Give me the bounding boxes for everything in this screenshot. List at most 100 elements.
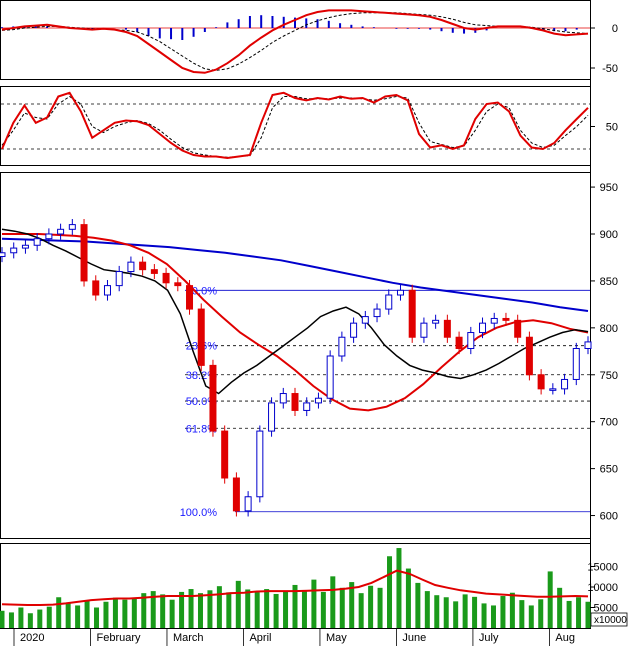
volume-bar (27, 613, 33, 628)
volume-bar (216, 586, 222, 628)
candle-body (127, 261, 135, 273)
volume-bar (283, 591, 289, 628)
x-axis-label: June (402, 632, 426, 644)
volume-bar (349, 582, 355, 628)
panel-frames (0, 0, 591, 629)
volume-bar (320, 591, 326, 628)
moving-average-fast (1, 228, 589, 395)
candle-body (303, 402, 311, 411)
volume-bar (245, 589, 251, 628)
volume-moving-average (1, 569, 589, 606)
volume-bar (84, 600, 90, 628)
volume-bar (75, 605, 81, 628)
candle-body (268, 402, 276, 432)
volume-bar (547, 571, 553, 628)
moving-average-slow (1, 237, 589, 312)
candle-body (139, 261, 147, 271)
candle-body (279, 393, 287, 404)
volume-bar (122, 599, 128, 628)
candle-body (221, 430, 229, 479)
volume-bar (330, 576, 336, 628)
candle-body (561, 378, 569, 390)
price-tick-label: 700 (600, 417, 618, 429)
volume-tick-label: 15000 (587, 562, 618, 574)
volume-bar (179, 591, 185, 628)
volume-bar (490, 605, 496, 628)
stochastic-tick-label: 50 (606, 122, 618, 134)
volume-unit-label: x10000 (594, 615, 627, 626)
candle-body (584, 341, 592, 349)
price-tick-label: 800 (600, 323, 618, 335)
volume-bar (538, 599, 544, 628)
volume-bar (339, 587, 345, 628)
volume-bar (453, 601, 459, 628)
volume-tick-label: 5000 (594, 603, 618, 615)
candle-body (68, 224, 76, 230)
volume-bar (273, 593, 279, 628)
candle-body (256, 430, 264, 498)
candle-body (408, 289, 416, 338)
candle-body (490, 317, 498, 324)
candle-body (0, 252, 6, 258)
price-tick-label: 600 (600, 511, 618, 523)
candle-body (432, 319, 440, 324)
volume-bar (94, 607, 100, 628)
volume-bar (585, 601, 591, 628)
volume-tick-label: 10000 (587, 582, 618, 594)
volume-bar (311, 579, 317, 628)
candle-body (162, 272, 170, 284)
volume-bar (434, 595, 440, 628)
candle-body (209, 364, 217, 432)
volume-bar (160, 594, 166, 628)
volume-bar (131, 598, 137, 628)
volume-bar (405, 568, 411, 628)
x-axis-label: April (249, 632, 271, 644)
price-tick-label: 900 (600, 229, 618, 241)
candle-body (373, 308, 381, 318)
volume-bar (197, 593, 203, 628)
volume-bar (576, 597, 582, 628)
x-axis-label: February (96, 632, 141, 644)
volume-bar (443, 597, 449, 628)
volume-bar (141, 593, 147, 628)
price-tick-label: 650 (600, 464, 618, 476)
macd-tick-label: 0 (612, 23, 618, 35)
volume-bar (415, 582, 421, 628)
volume-unit-box (590, 612, 628, 627)
candle-body (244, 496, 252, 512)
price-tick-label: 950 (600, 182, 618, 194)
candle-body (10, 247, 18, 254)
volume-bar (528, 605, 534, 628)
volume-bar (169, 599, 175, 628)
candle-body (80, 224, 88, 282)
x-axis-label: May (326, 632, 347, 644)
volume-bar (264, 589, 270, 628)
volume-bar (18, 607, 24, 628)
moving-average-mid (2, 233, 589, 412)
volume-bar (37, 609, 43, 628)
candle-body (502, 317, 510, 321)
candle-body (455, 336, 463, 349)
candle-body (385, 294, 393, 310)
candle-body (338, 336, 346, 357)
candle-body (514, 319, 522, 338)
candle-body (549, 388, 557, 391)
volume-bar (56, 597, 62, 628)
volume-bar (500, 596, 506, 628)
macd-line (1, 9, 589, 74)
volume-bar (0, 610, 5, 628)
volume-bar (8, 612, 14, 628)
candle-body (115, 271, 123, 287)
volume-bar (46, 606, 52, 628)
volume-bar (472, 596, 478, 628)
x-axis-label: 2020 (20, 632, 44, 644)
volume-bar (358, 593, 364, 628)
volume-bar (368, 585, 374, 628)
fibonacci-level-label: 61.8% (186, 423, 217, 435)
candle-body (361, 316, 369, 324)
stochastic-d-line (1, 95, 589, 158)
stochastic-k-line (1, 91, 589, 160)
candle-body (21, 244, 29, 249)
x-axis-label: Aug (555, 632, 575, 644)
macd-tick-label: -50 (602, 63, 618, 75)
